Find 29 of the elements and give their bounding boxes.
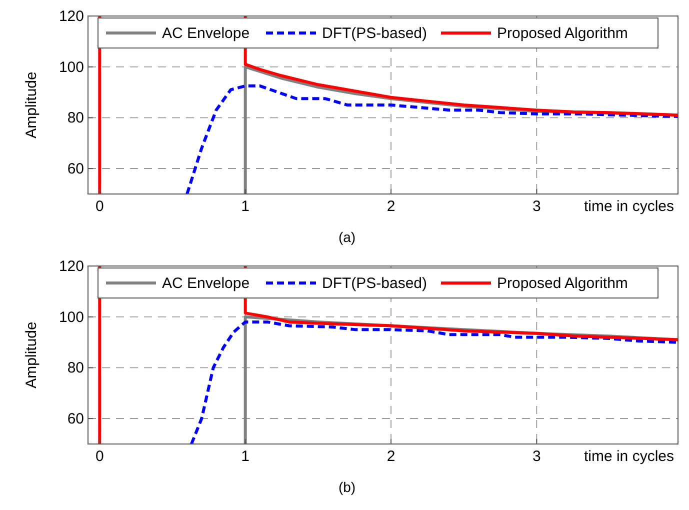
legend-label: Proposed Algorithm (497, 275, 628, 292)
x-tick-label: 3 (532, 198, 541, 215)
y-tick-label: 100 (58, 308, 84, 326)
line-series (186, 84, 678, 194)
y-tick-label: 80 (67, 360, 84, 377)
legend-label: Proposed Algorithm (497, 25, 628, 42)
x-tick-label: 2 (386, 198, 396, 215)
legend-label: AC Envelope (162, 275, 250, 292)
y-axis-title: Amplitude (23, 322, 40, 388)
legend-label: DFT(PS-based) (322, 25, 428, 42)
y-tick-label: 120 (58, 8, 84, 25)
y-axis-title: Amplitude (23, 72, 40, 138)
x-tick-label: 0 (95, 448, 104, 465)
x-axis-title: time in cycles (584, 198, 674, 215)
text: (a) (338, 229, 356, 245)
y-tick-label: 100 (58, 58, 84, 76)
y-tick-label: 60 (67, 160, 84, 178)
legend-label: AC Envelope (162, 25, 250, 42)
y-tick-label: 80 (67, 110, 84, 127)
y-tick-label: 60 (67, 410, 84, 428)
x-tick-label: 2 (386, 448, 396, 465)
x-tick-label: 3 (532, 448, 541, 465)
x-axis-title: time in cycles (584, 448, 674, 465)
x-tick-label: 1 (241, 448, 250, 465)
x-tick-label: 1 (241, 198, 250, 215)
text: (b) (338, 479, 356, 495)
x-tick-label: 0 (95, 198, 104, 215)
y-tick-label: 120 (58, 258, 84, 275)
legend-label: DFT(PS-based) (322, 275, 428, 292)
